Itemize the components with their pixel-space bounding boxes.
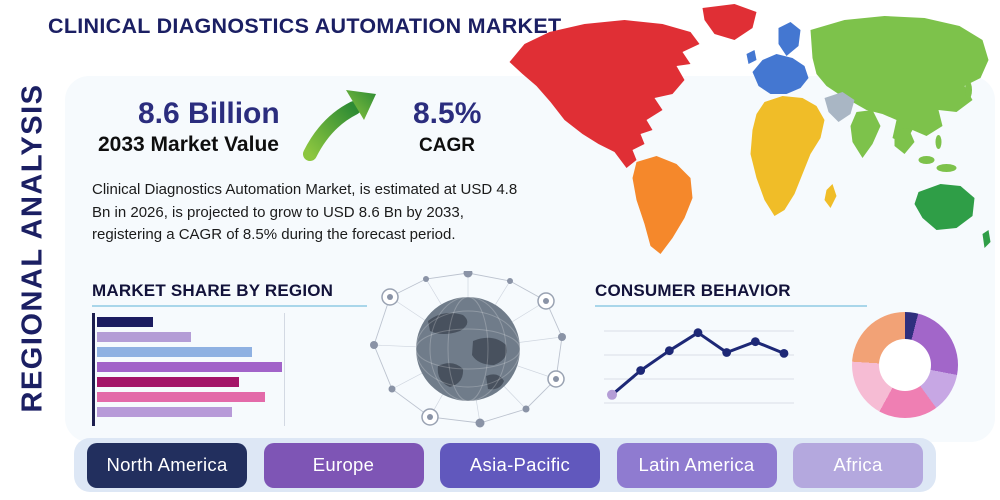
region-buttons: North America Europe Asia-Pacific Latin Ame… bbox=[74, 438, 936, 492]
cagr-caption: CAGR bbox=[419, 135, 475, 156]
market-share-bar-3 bbox=[97, 347, 252, 357]
market-share-heading: MARKET SHARE BY REGION bbox=[92, 281, 334, 300]
growth-arrow-icon bbox=[303, 90, 376, 161]
island-new-guinea bbox=[936, 164, 957, 172]
continent-europe bbox=[752, 54, 809, 94]
line-point-7 bbox=[779, 349, 789, 358]
continent-greenland bbox=[702, 4, 757, 40]
continent-africa bbox=[750, 96, 825, 216]
line-point-6 bbox=[750, 337, 760, 347]
market-summary-text: Clinical Diagnostics Automation Market, … bbox=[92, 181, 518, 243]
line-point-4 bbox=[693, 328, 703, 338]
region-button-africa[interactable]: Africa bbox=[793, 442, 923, 488]
page-title: CLINICAL DIAGNOSTICS AUTOMATION MARKET bbox=[48, 14, 562, 38]
island-philippines bbox=[935, 135, 942, 149]
region-new-zealand bbox=[982, 230, 991, 248]
region-button-europe[interactable]: Europe bbox=[263, 442, 424, 488]
region-button-asia-pacific[interactable]: Asia-Pacific bbox=[440, 442, 600, 488]
continent-north-america bbox=[509, 20, 700, 168]
region-button-north-america[interactable]: North America bbox=[87, 442, 247, 488]
region-madagascar bbox=[824, 184, 837, 208]
island-japan bbox=[965, 81, 972, 99]
market-share-bars bbox=[97, 317, 282, 422]
region-button-latin-america[interactable]: Latin America bbox=[616, 442, 777, 488]
market-value-caption: 2033 Market Value bbox=[98, 133, 279, 156]
consumer-behavior-heading: CONSUMER BEHAVIOR bbox=[595, 281, 791, 300]
regional-analysis-vertical-label: REGIONAL ANALYSIS bbox=[16, 83, 49, 413]
line-point-1 bbox=[607, 389, 617, 400]
consumer-behavior-line-chart bbox=[604, 328, 794, 404]
continent-asia bbox=[810, 16, 989, 144]
market-share-bar-2 bbox=[97, 332, 191, 342]
market-value-stat: 8.6 Billion bbox=[138, 97, 280, 130]
regional-donut-chart bbox=[852, 312, 958, 418]
cagr-stat: 8.5% bbox=[413, 97, 482, 130]
market-share-underline bbox=[92, 305, 367, 307]
region-middle-east bbox=[824, 92, 855, 122]
world-map bbox=[509, 4, 991, 254]
region-southeast-asia bbox=[894, 128, 915, 154]
market-share-bar-6 bbox=[97, 392, 265, 402]
market-share-bar-7 bbox=[97, 407, 232, 417]
bar-chart-axis bbox=[92, 313, 95, 426]
region-india bbox=[850, 110, 881, 158]
continent-australia bbox=[914, 184, 975, 230]
region-british-isles bbox=[746, 50, 757, 64]
continent-south-america bbox=[632, 156, 693, 254]
line-point-5 bbox=[722, 348, 732, 357]
line-point-2 bbox=[636, 366, 646, 375]
market-share-bar-5 bbox=[97, 377, 239, 387]
consumer-behavior-underline bbox=[595, 305, 867, 307]
region-scandinavia bbox=[778, 22, 801, 56]
globe-network-graphic bbox=[370, 271, 566, 428]
island-borneo bbox=[918, 156, 935, 164]
line-point-3 bbox=[664, 346, 674, 356]
bar-chart-gridline bbox=[284, 313, 285, 426]
market-share-bar-1 bbox=[97, 317, 153, 327]
market-share-bar-4 bbox=[97, 362, 282, 372]
